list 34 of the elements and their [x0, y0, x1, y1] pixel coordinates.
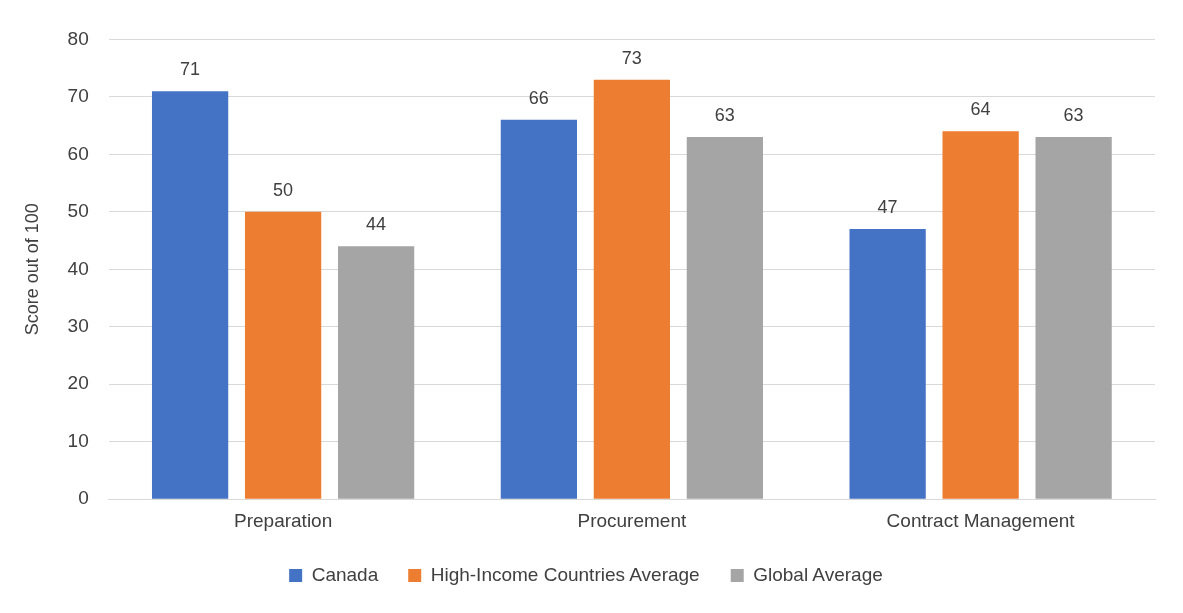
- y-tick-label: 30: [67, 315, 89, 337]
- bar: [337, 246, 415, 499]
- data-label: 50: [273, 179, 294, 200]
- y-tick-label: 20: [67, 372, 89, 394]
- data-label: 64: [970, 99, 991, 120]
- y-tick-label: 80: [67, 27, 89, 49]
- x-tick-label: Procurement: [577, 509, 687, 531]
- y-axis-title: Score out of 100: [21, 203, 42, 336]
- data-label: 63: [714, 105, 735, 126]
- bar: [500, 119, 577, 499]
- bar: [942, 131, 1019, 499]
- bar: [151, 91, 229, 499]
- data-label: 44: [366, 214, 387, 235]
- data-label: 47: [877, 197, 898, 218]
- legend-label: Canada: [311, 563, 379, 585]
- bar: [686, 137, 763, 499]
- y-tick-label: 60: [67, 142, 89, 164]
- data-label: 66: [528, 87, 549, 108]
- legend-label: Global Average: [753, 563, 883, 585]
- y-tick-label: 0: [78, 487, 89, 509]
- x-tick-label: Preparation: [233, 509, 333, 531]
- y-tick-label: 40: [67, 257, 89, 279]
- y-tick-label: 50: [67, 200, 89, 222]
- bar: [1035, 137, 1112, 499]
- y-tick-label: 10: [67, 429, 89, 451]
- legend-label: High-Income Countries Average: [430, 563, 700, 585]
- bar: [593, 79, 670, 499]
- y-tick-label: 70: [67, 85, 89, 107]
- bar: [849, 229, 926, 499]
- x-tick-label: Contract Management: [886, 509, 1076, 531]
- bar: [244, 211, 322, 499]
- data-label: 73: [621, 47, 642, 68]
- data-label: 71: [180, 59, 201, 80]
- data-label: 63: [1063, 105, 1084, 126]
